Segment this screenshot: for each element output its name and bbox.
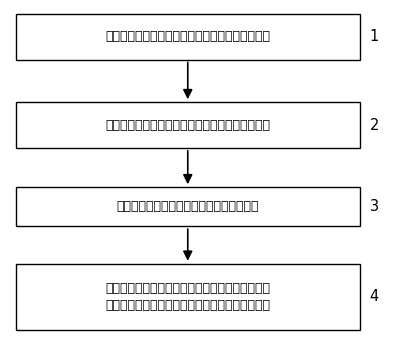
Text: 将电池置于绝热环境下进行加热试验和放电试验，
实现热仿真分析模型的关键参数修正和计算结果验: 将电池置于绝热环境下进行加热试验和放电试验， 实现热仿真分析模型的关键参数修正和… [105, 282, 270, 312]
Text: 3: 3 [369, 199, 379, 214]
Bar [16, 187, 360, 226]
Text: 2: 2 [369, 118, 379, 133]
Bar [16, 14, 360, 60]
Bar [16, 264, 360, 330]
Bar [16, 102, 360, 148]
Text: 4: 4 [369, 289, 379, 304]
Text: 制备电池样品，测试不同环境温度下的电性能数据: 制备电池样品，测试不同环境温度下的电性能数据 [105, 30, 270, 43]
Text: 设定电池有限元模型的边界条件与初始条件: 设定电池有限元模型的边界条件与初始条件 [117, 200, 259, 213]
Text: 1: 1 [369, 29, 379, 44]
Text: 建立多层结构的有限元电池实体模型，进行网格划: 建立多层结构的有限元电池实体模型，进行网格划 [105, 119, 270, 132]
